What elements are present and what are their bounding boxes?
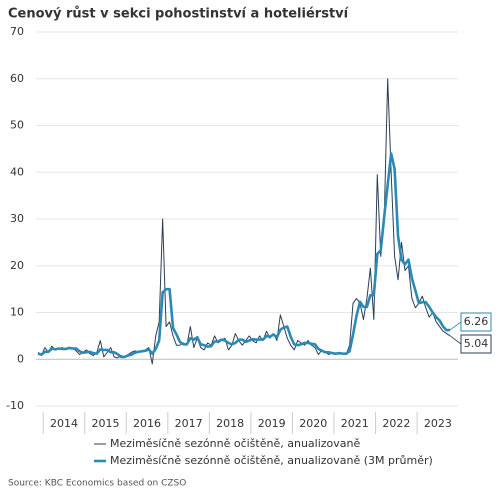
x-tick-label: 2018 <box>216 417 244 430</box>
y-tick-label: 10 <box>10 306 24 319</box>
y-tick-label: 50 <box>10 119 24 132</box>
end-label: 5.04 <box>464 337 489 350</box>
legend-label: Meziměsíčně sezónně očištěně, anualizova… <box>110 437 360 450</box>
end-label-box <box>460 312 492 332</box>
data-line <box>37 78 451 365</box>
x-tick-label: 2016 <box>133 417 161 430</box>
end-label: 6.26 <box>464 315 489 328</box>
source: Source: KBC Economics based on CZSO <box>8 479 186 489</box>
end-leader <box>449 335 462 345</box>
y-tick-label: 20 <box>10 259 24 272</box>
end-leader <box>449 321 462 331</box>
x-tick-label: 2015 <box>92 417 120 430</box>
x-tick-label: 2017 <box>175 417 203 430</box>
x-tick-label: 2021 <box>341 417 369 430</box>
y-tick-label: 0 <box>17 352 24 365</box>
x-tick-label: 2019 <box>258 417 286 430</box>
x-tick-label: 2014 <box>50 417 78 430</box>
y-tick-label: 70 <box>10 25 24 38</box>
x-tick-label: 2022 <box>382 417 410 430</box>
data-line <box>37 152 451 359</box>
y-tick-label: 40 <box>10 165 24 178</box>
y-tick-label: 30 <box>10 212 24 225</box>
legend-label: Meziměsíčně sezónně očištěně, anualizova… <box>110 454 433 467</box>
end-label-box <box>460 334 492 354</box>
y-tick-label: -10 <box>6 399 24 412</box>
y-tick-label: 60 <box>10 72 24 85</box>
x-tick-label: 2020 <box>299 417 327 430</box>
chart-title: Cenový růst v sekci pohostinství a hotel… <box>8 7 350 22</box>
x-tick-label: 2023 <box>424 417 452 430</box>
